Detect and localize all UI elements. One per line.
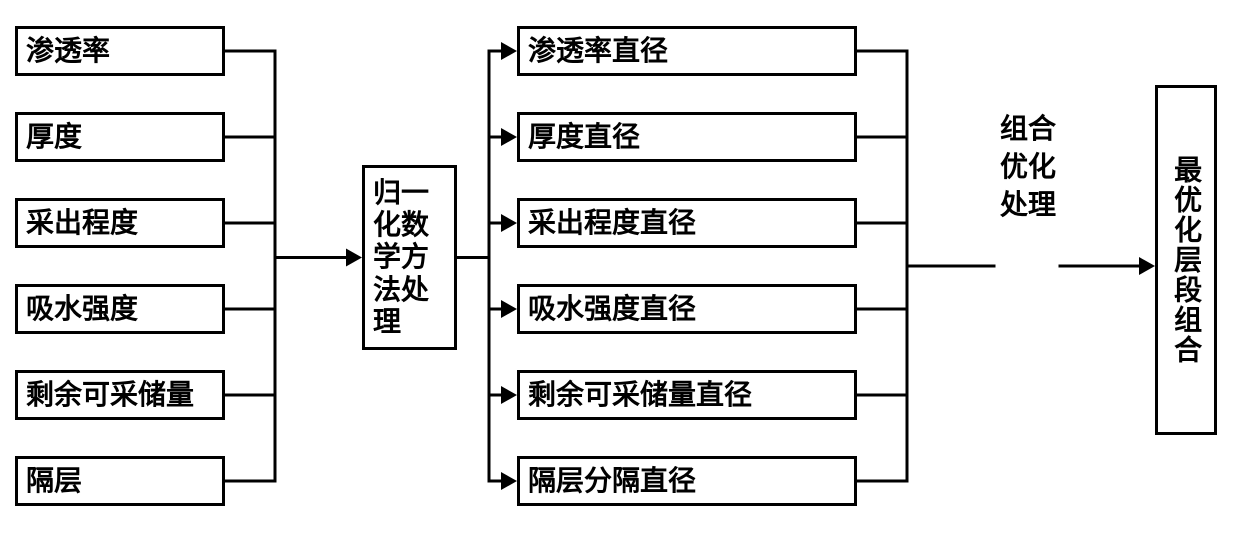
mid-4-label: 剩余可采储量直径	[528, 379, 752, 411]
mid-5-label: 隔层分隔直径	[528, 465, 696, 497]
input-5: 隔层	[15, 456, 225, 506]
mid-0-label: 渗透率直径	[528, 35, 668, 67]
input-0: 渗透率	[15, 26, 225, 76]
input-2: 采出程度	[15, 198, 225, 248]
mid-2-label: 采出程度直径	[528, 207, 696, 239]
input-1-label: 厚度	[26, 121, 82, 153]
mid-3-label: 吸水强度直径	[528, 293, 696, 325]
mid-0: 渗透率直径	[517, 26, 857, 76]
mid-1: 厚度直径	[517, 112, 857, 162]
input-2-label: 采出程度	[26, 207, 138, 239]
input-1: 厚度	[15, 112, 225, 162]
process-normalize: 归一化数学方法处理	[362, 165, 457, 350]
mid-1-label: 厚度直径	[528, 121, 640, 153]
output-optimal-label: 最优化层段组合	[1170, 155, 1202, 365]
process-normalize-label: 归一化数学方法处理	[373, 177, 446, 338]
output-optimal: 最优化层段组合	[1155, 85, 1217, 435]
mid-3: 吸水强度直径	[517, 284, 857, 334]
mid-5: 隔层分隔直径	[517, 456, 857, 506]
input-0-label: 渗透率	[26, 35, 110, 67]
input-4-label: 剩余可采储量	[26, 379, 194, 411]
input-4: 剩余可采储量	[15, 370, 225, 420]
input-3: 吸水强度	[15, 284, 225, 334]
input-5-label: 隔层	[26, 465, 82, 497]
mid-2: 采出程度直径	[517, 198, 857, 248]
input-3-label: 吸水强度	[26, 293, 138, 325]
process-combine-label: 组合优化处理	[1000, 110, 1080, 223]
mid-4: 剩余可采储量直径	[517, 370, 857, 420]
